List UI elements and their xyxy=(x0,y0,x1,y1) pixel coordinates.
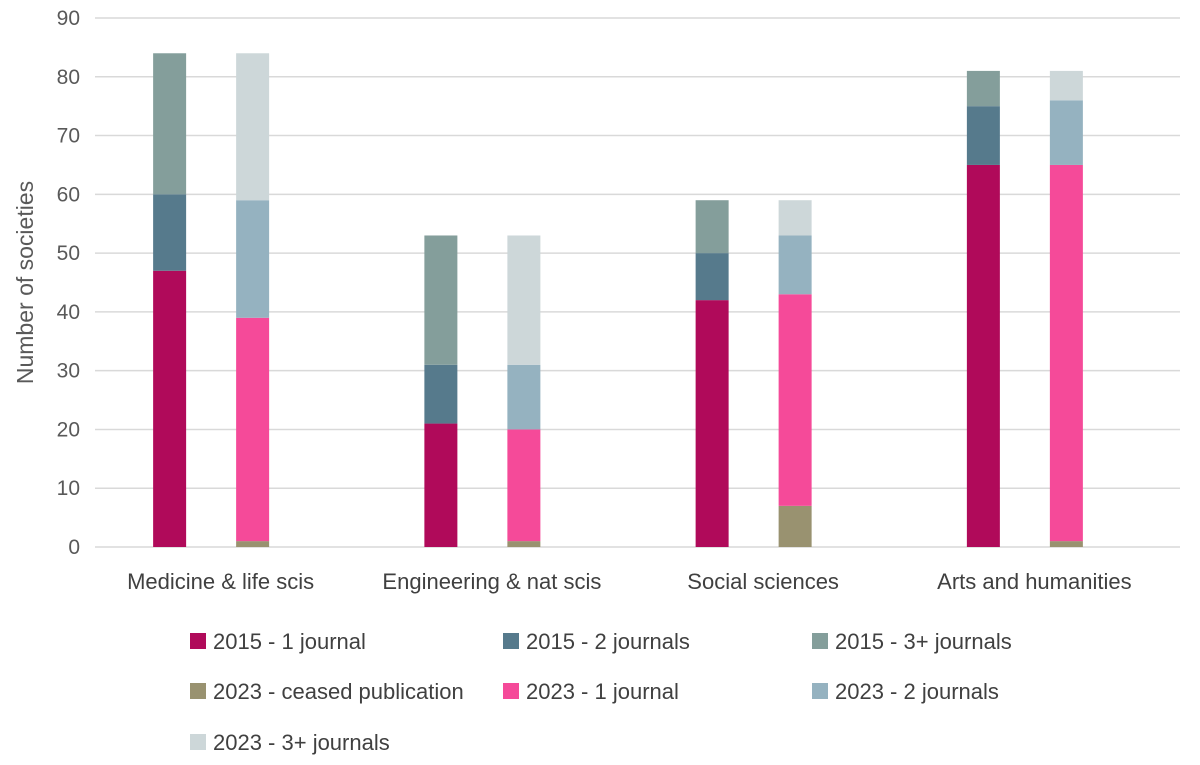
legend-label: 2023 - 1 journal xyxy=(526,679,679,704)
legend-label: 2023 - 2 journals xyxy=(835,679,999,704)
bar-segment xyxy=(424,235,458,365)
bars xyxy=(153,53,1083,547)
legend-label: 2023 - 3+ journals xyxy=(213,730,390,755)
bar-segment xyxy=(695,253,729,301)
y-tick-label: 90 xyxy=(57,7,80,30)
bar-segment xyxy=(507,364,541,430)
bar-segment xyxy=(695,300,729,547)
bar-segment xyxy=(778,294,812,506)
y-axis-title: Number of societies xyxy=(12,181,38,384)
bar-segment xyxy=(966,70,1000,107)
bar-segment xyxy=(507,541,541,547)
y-tick-label: 60 xyxy=(57,183,80,206)
bar-segment xyxy=(966,106,1000,165)
x-axis-labels: Medicine & life scis Engineering & nat sc… xyxy=(127,569,1132,594)
bar-segment xyxy=(695,200,729,254)
y-tick-label: 20 xyxy=(57,418,80,441)
legend-swatch xyxy=(190,683,206,699)
legend: 2015 - 1 journal 2015 - 2 journals 2015 - … xyxy=(190,629,1012,755)
x-category-label: Arts and humanities xyxy=(937,569,1131,594)
bar-segment xyxy=(153,270,187,547)
gridlines xyxy=(95,17,1180,548)
legend-swatch xyxy=(812,633,828,649)
bar-segment xyxy=(236,200,270,318)
bar-segment xyxy=(153,194,187,271)
y-tick-label: 50 xyxy=(57,242,80,265)
bar-segment xyxy=(507,429,541,542)
bar-segment xyxy=(153,53,187,195)
y-axis-ticks: 0 10 20 30 40 50 60 70 80 90 xyxy=(57,7,80,559)
y-tick-label: 80 xyxy=(57,66,80,89)
y-tick-label: 70 xyxy=(57,125,80,148)
y-tick-label: 10 xyxy=(57,477,80,500)
bar-segment xyxy=(1049,70,1083,101)
bar-segment xyxy=(507,235,541,365)
bar-segment xyxy=(236,53,270,201)
bar-segment xyxy=(424,364,458,424)
bar-segment xyxy=(966,164,1000,547)
bar-segment xyxy=(424,423,458,547)
bar-segment xyxy=(236,541,270,547)
x-category-label: Medicine & life scis xyxy=(127,569,314,594)
y-tick-label: 40 xyxy=(57,301,80,324)
legend-swatch xyxy=(190,734,206,750)
bar-segment xyxy=(1049,164,1083,542)
x-category-label: Engineering & nat scis xyxy=(382,569,601,594)
y-tick-label: 0 xyxy=(68,536,80,559)
y-tick-label: 30 xyxy=(57,360,80,383)
legend-swatch xyxy=(503,683,519,699)
bar-segment xyxy=(778,235,812,295)
legend-swatch xyxy=(190,633,206,649)
legend-swatch xyxy=(503,633,519,649)
legend-swatch xyxy=(812,683,828,699)
legend-label: 2015 - 2 journals xyxy=(526,629,690,654)
legend-label: 2023 - ceased publication xyxy=(213,679,464,704)
bar-segment xyxy=(1049,100,1083,165)
bar-segment xyxy=(1049,541,1083,547)
bar-segment xyxy=(778,505,812,547)
legend-label: 2015 - 1 journal xyxy=(213,629,366,654)
bar-segment xyxy=(778,200,812,236)
legend-label: 2015 - 3+ journals xyxy=(835,629,1012,654)
bar-segment xyxy=(236,317,270,542)
x-category-label: Social sciences xyxy=(687,569,839,594)
